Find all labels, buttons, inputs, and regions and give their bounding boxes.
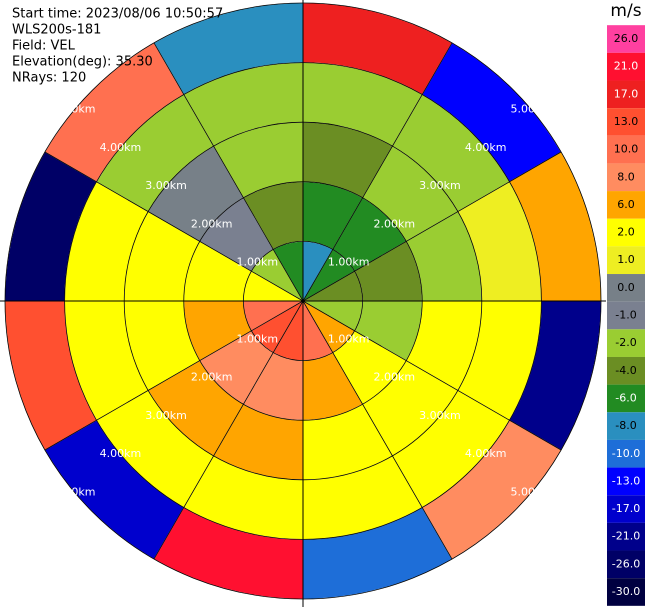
colorbar-label: -13.0 <box>612 474 640 487</box>
spoke <box>44 151 304 302</box>
range-label: 3.00km <box>145 179 187 192</box>
colorbar: m/s 26.0 21.0 17.0 13.0 10.0 8.0 6.0 2.0 1.0 0.0 -… <box>607 1 645 606</box>
colorbar-label: -4.0 <box>615 364 636 377</box>
spoke <box>302 300 562 451</box>
colorbar-label: 10.0 <box>614 143 639 156</box>
range-label: 3.00km <box>419 409 461 422</box>
colorbar-block <box>607 578 645 606</box>
range-label: 4.00km <box>100 447 142 460</box>
colorbar-label: -2.0 <box>615 336 636 349</box>
info-line: Start time: 2023/08/06 10:50:57 <box>12 7 223 22</box>
spoke <box>302 151 562 302</box>
colorbar-label: 17.0 <box>614 87 639 100</box>
colorbar-label: -8.0 <box>615 419 636 432</box>
info-line: Elevation(deg): 35.30 <box>12 55 153 70</box>
colorbar-label: -1.0 <box>615 309 636 322</box>
range-label: 2.00km <box>191 371 233 384</box>
range-label: 4.00km <box>465 141 507 154</box>
colorbar-label: -17.0 <box>612 502 640 515</box>
range-label: 5.00km <box>510 486 552 499</box>
spoke <box>302 300 453 560</box>
spoke <box>153 300 304 560</box>
range-label: 1.00km <box>328 256 370 269</box>
colorbar-block <box>607 163 645 192</box>
colorbar-block <box>607 80 645 109</box>
range-label: 5.00km <box>510 102 552 115</box>
colorbar-block <box>607 384 645 413</box>
info-line: Field: VEL <box>12 39 76 54</box>
colorbar-label: -21.0 <box>612 530 640 543</box>
colorbar-block <box>607 135 645 164</box>
colorbar-block <box>607 25 645 53</box>
range-label: 2.00km <box>374 217 416 230</box>
info: Start time: 2023/08/06 10:50:57WLS200s-1… <box>12 7 223 86</box>
colorbar-block <box>607 467 645 496</box>
colorbar-block <box>607 412 645 440</box>
colorbar-block <box>607 495 645 523</box>
colorbar-block <box>607 329 645 357</box>
colorbar-label: 26.0 <box>614 32 639 45</box>
colorbar-block <box>607 274 645 302</box>
colorbar-label: -6.0 <box>615 391 636 404</box>
colorbar-label: 8.0 <box>617 170 635 183</box>
info-line: NRays: 120 <box>12 71 86 86</box>
colorbar-block <box>607 550 645 579</box>
colorbar-block <box>607 301 645 330</box>
colorbar-label: 13.0 <box>614 115 639 128</box>
colorbar-label: -30.0 <box>612 585 640 598</box>
info-line: WLS200s-181 <box>12 23 101 38</box>
colorbar-block <box>607 522 645 551</box>
field <box>4 2 602 600</box>
colorbar-block <box>607 191 645 219</box>
colorbar-label: 2.0 <box>617 226 635 239</box>
range-label: 3.00km <box>419 179 461 192</box>
colorbar-block <box>607 246 645 275</box>
spoke <box>44 300 304 451</box>
colorbar-label: 1.0 <box>617 253 635 266</box>
colorbar-block <box>607 356 645 385</box>
range-label: 5.00km <box>54 102 96 115</box>
colorbar-title: m/s <box>610 1 641 21</box>
colorbar-label: 0.0 <box>617 281 635 294</box>
colorbar-block <box>607 439 645 468</box>
range-label: 1.00km <box>328 332 370 345</box>
range-label: 5.00km <box>54 486 96 499</box>
overlay: 1.00km 1.00km 1.00km 1.00km 2.00km 2.00km 2.00… <box>0 0 606 607</box>
spoke <box>153 42 304 302</box>
range-label: 3.00km <box>145 409 187 422</box>
colorbar-label: -10.0 <box>612 447 640 460</box>
colorbar-block <box>607 108 645 136</box>
colorbar-block <box>607 52 645 81</box>
colorbar-label: -26.0 <box>612 557 640 570</box>
range-label: 2.00km <box>191 217 233 230</box>
range-label: 2.00km <box>374 371 416 384</box>
range-label: 4.00km <box>100 141 142 154</box>
range-label: 1.00km <box>237 256 279 269</box>
range-label: 4.00km <box>465 447 507 460</box>
spoke <box>302 42 453 302</box>
colorbar-block <box>607 218 645 247</box>
range-label: 1.00km <box>237 332 279 345</box>
colorbar-label: 21.0 <box>614 60 639 73</box>
colorbar-label: 6.0 <box>617 198 635 211</box>
